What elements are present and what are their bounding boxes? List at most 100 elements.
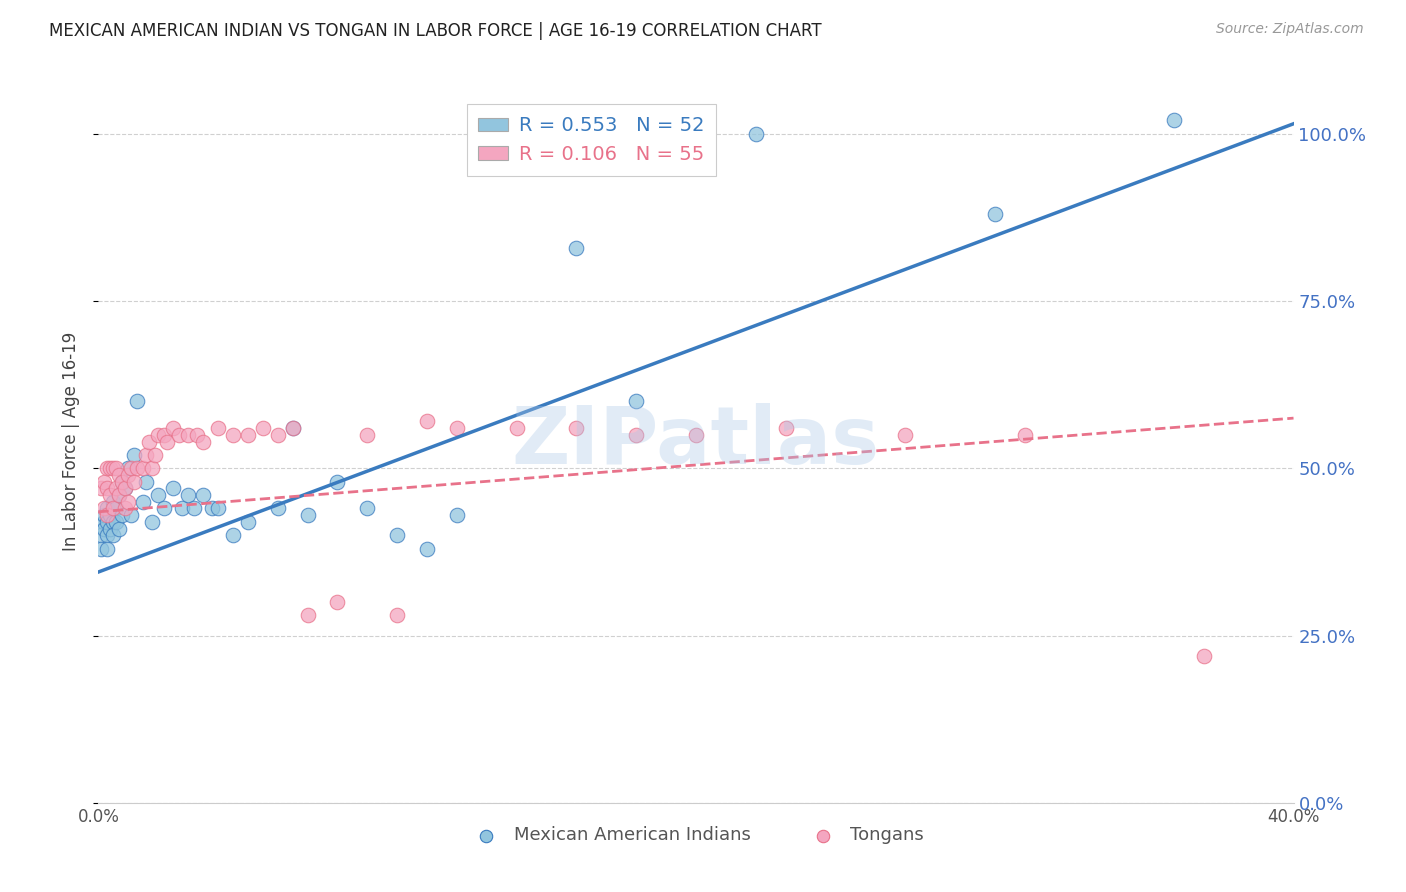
Point [111, 475, 134, 489]
Point [103, 501, 125, 516]
Point [90, 482, 112, 496]
Point [267, 501, 290, 516]
Point [626, 394, 648, 409]
Point [120, 461, 142, 475]
Point [124, 475, 146, 489]
Point [103, 515, 125, 529]
Point [326, 475, 349, 489]
Point [201, 501, 224, 516]
Point [108, 488, 131, 502]
Point [416, 541, 439, 556]
Point [90, 528, 112, 542]
Point [183, 501, 205, 516]
Point [93, 508, 115, 523]
Point [105, 482, 128, 496]
Point [446, 508, 468, 523]
Point [281, 421, 304, 435]
Point [96, 508, 118, 523]
Point [98, 461, 122, 475]
Point [114, 501, 136, 516]
Point [222, 427, 245, 442]
Point [96, 482, 118, 496]
Point [124, 448, 146, 462]
Point [98, 521, 122, 535]
Point [98, 488, 122, 502]
Point [326, 595, 349, 609]
Point [1192, 648, 1215, 663]
Point [167, 427, 190, 442]
Point [111, 475, 134, 489]
Point [156, 434, 179, 449]
Point [93, 501, 115, 516]
Point [356, 427, 378, 442]
Point [385, 608, 409, 623]
Point [132, 461, 155, 475]
Point [117, 494, 139, 508]
Point [103, 494, 125, 508]
Point [103, 528, 125, 542]
Point [135, 448, 157, 462]
Point [252, 421, 274, 435]
Point [177, 488, 200, 502]
Point [177, 427, 200, 442]
Point [153, 501, 176, 516]
Point [207, 421, 229, 435]
Point [236, 515, 259, 529]
Point [297, 508, 319, 523]
Point [143, 448, 166, 462]
Point [103, 461, 125, 475]
Point [114, 482, 136, 496]
Point [96, 528, 118, 542]
Point [207, 501, 229, 516]
Point [281, 421, 304, 435]
Point [416, 414, 439, 429]
Point [148, 427, 170, 442]
Point [127, 394, 149, 409]
Point [385, 528, 409, 542]
Point [105, 501, 128, 516]
Point [685, 427, 707, 442]
Point [186, 427, 208, 442]
Point [96, 515, 118, 529]
Point [96, 461, 118, 475]
Point [446, 421, 468, 435]
Point [117, 467, 139, 482]
Point [108, 488, 131, 502]
Point [108, 521, 131, 535]
Legend: Mexican American Indians, Tongans: Mexican American Indians, Tongans [461, 819, 931, 852]
Y-axis label: In Labor Force | Age 16-19: In Labor Force | Age 16-19 [62, 332, 80, 551]
Point [162, 421, 184, 435]
Point [172, 501, 194, 516]
Point [162, 482, 184, 496]
Point [356, 501, 378, 516]
Point [775, 421, 797, 435]
Point [105, 515, 128, 529]
Point [191, 488, 214, 502]
Text: ZIPatlas: ZIPatlas [512, 402, 880, 481]
Point [114, 482, 136, 496]
Point [127, 461, 149, 475]
Point [132, 494, 155, 508]
Point [96, 501, 118, 516]
Point [138, 434, 160, 449]
Text: MEXICAN AMERICAN INDIAN VS TONGAN IN LABOR FORCE | AGE 16-19 CORRELATION CHART: MEXICAN AMERICAN INDIAN VS TONGAN IN LAB… [49, 22, 823, 40]
Point [745, 127, 768, 141]
Point [267, 427, 290, 442]
Point [222, 528, 245, 542]
Point [108, 467, 131, 482]
Point [135, 475, 157, 489]
Point [506, 421, 529, 435]
Point [96, 541, 118, 556]
Point [90, 541, 112, 556]
Point [153, 427, 176, 442]
Point [1163, 113, 1185, 128]
Point [93, 515, 115, 529]
Point [565, 241, 588, 255]
Point [120, 508, 142, 523]
Text: Source: ZipAtlas.com: Source: ZipAtlas.com [1216, 22, 1364, 37]
Point [111, 508, 134, 523]
Point [98, 508, 122, 523]
Point [297, 608, 319, 623]
Point [117, 461, 139, 475]
Point [565, 421, 588, 435]
